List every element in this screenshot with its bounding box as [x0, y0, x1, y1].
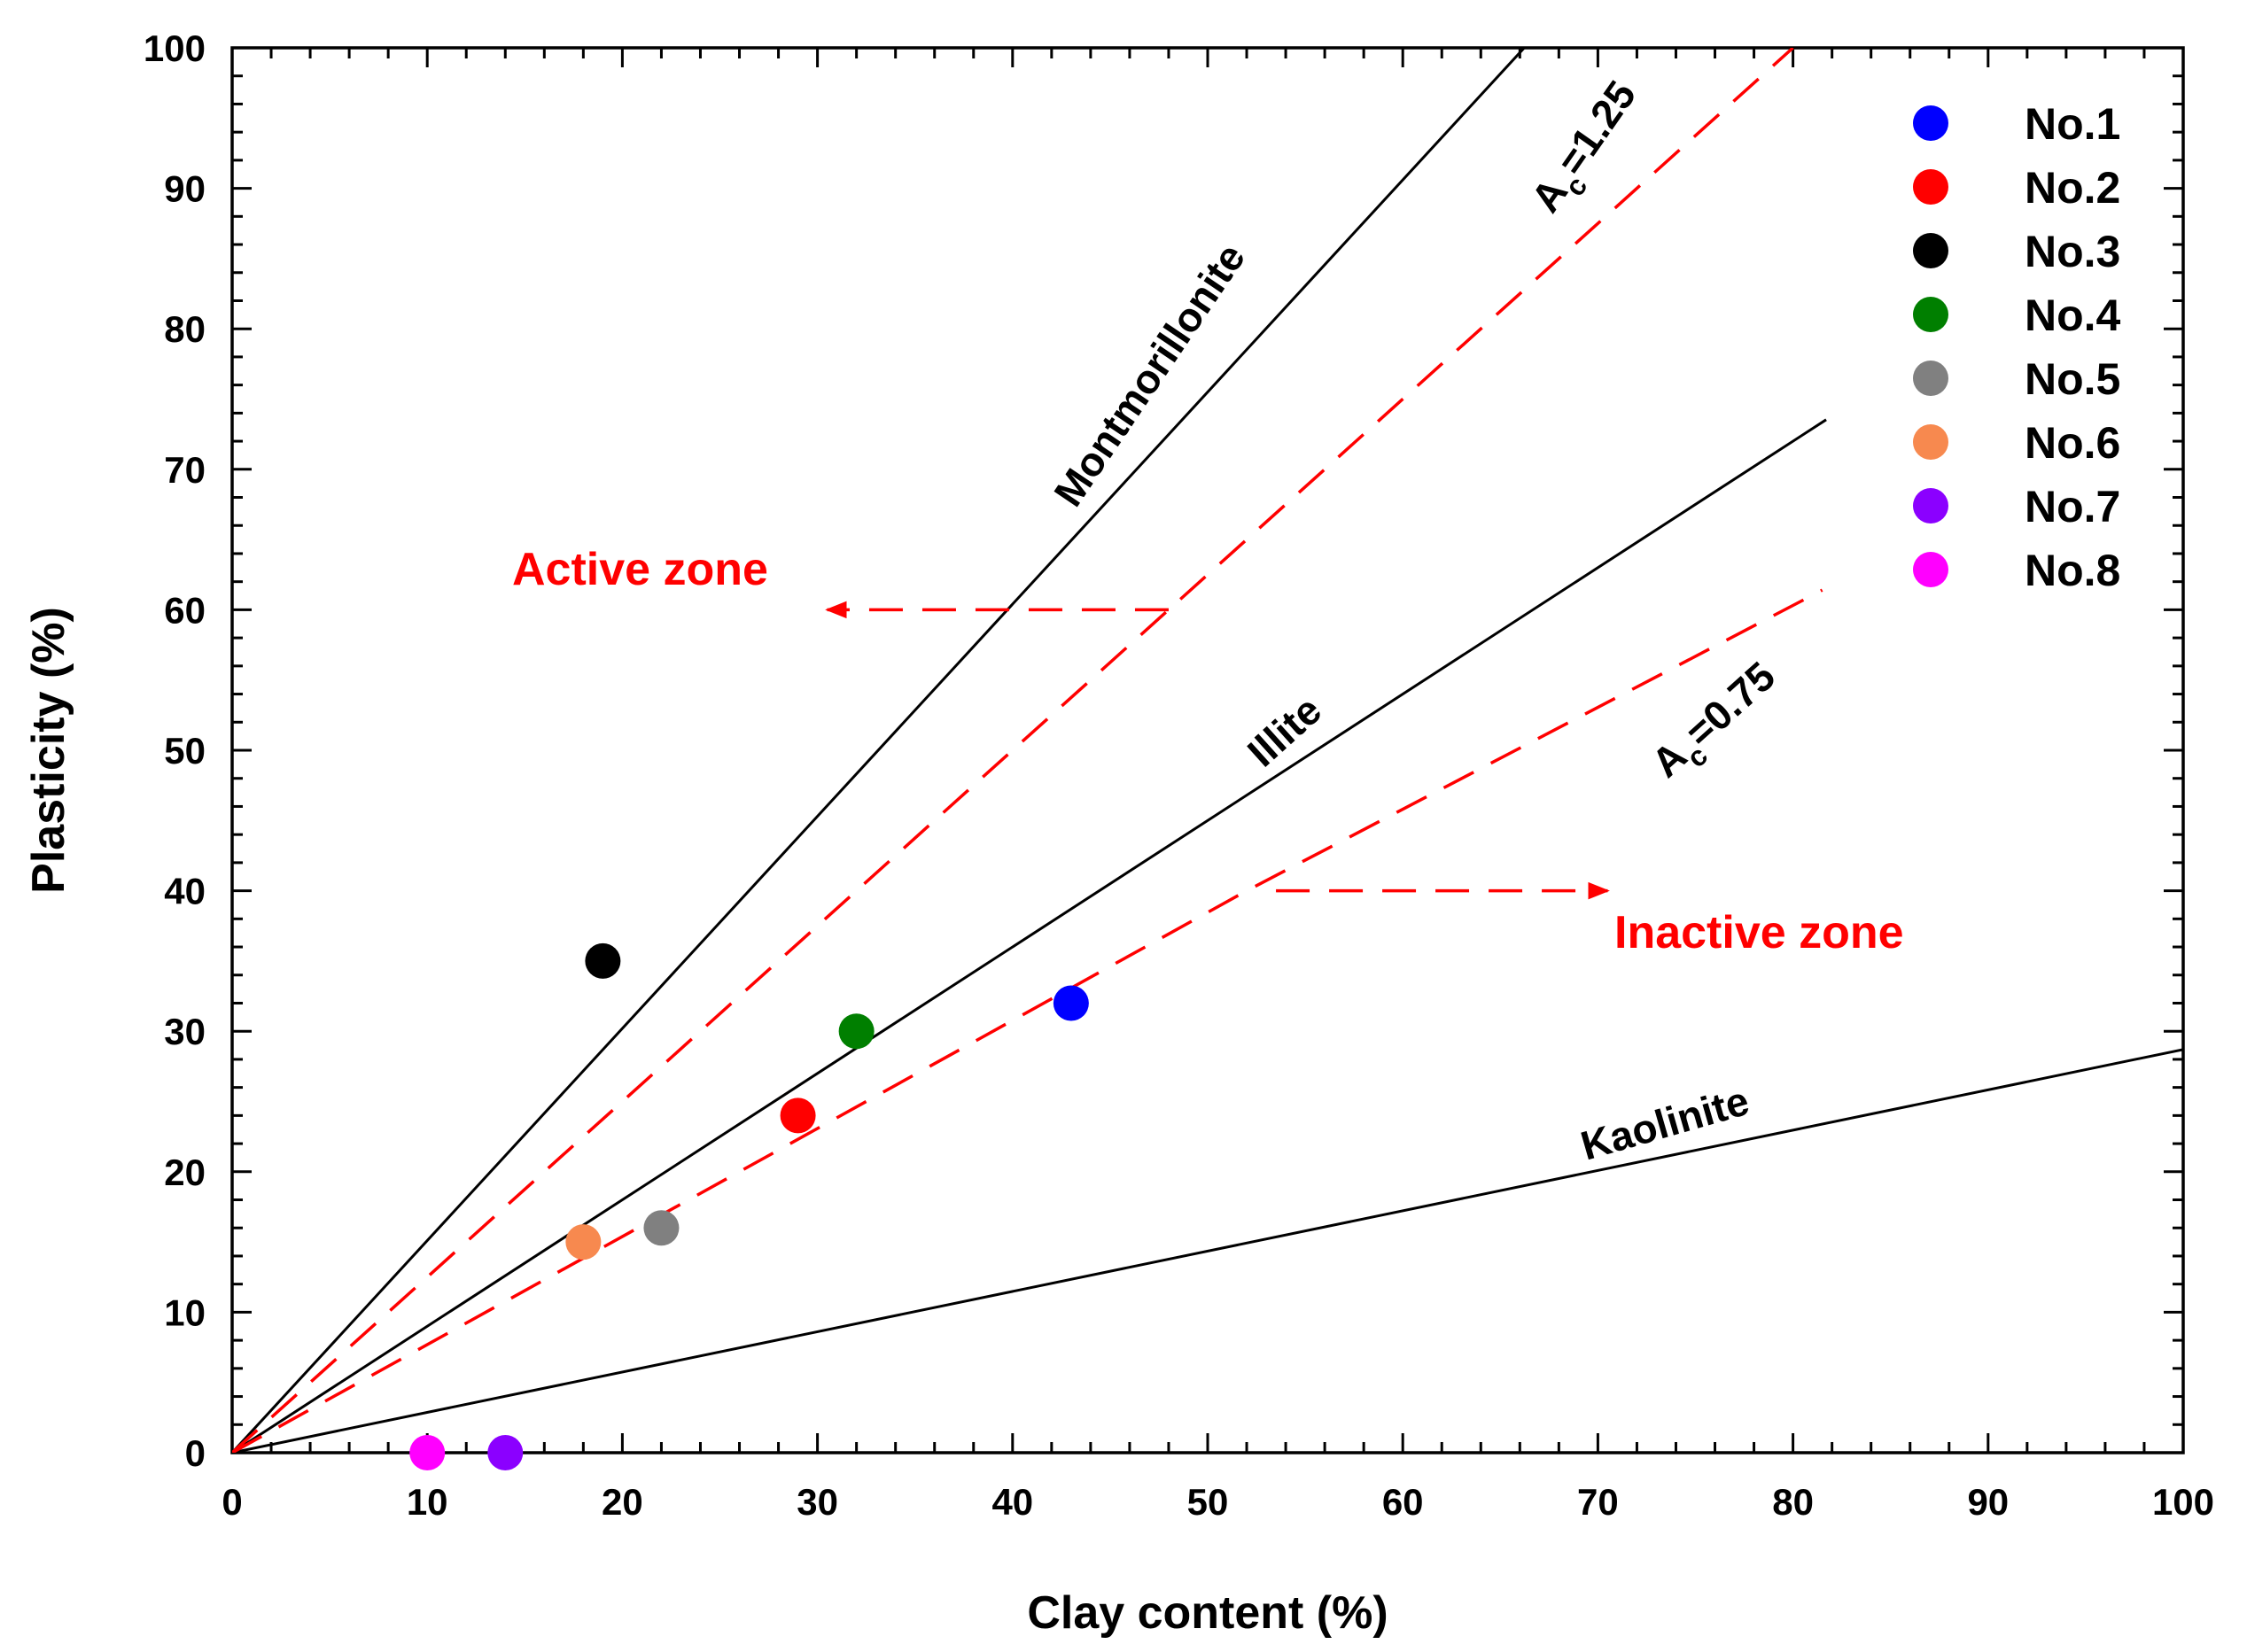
x-axis-title: Clay content (%): [1027, 1587, 1388, 1639]
legend-label: No.4: [2025, 291, 2121, 340]
y-tick-label: 90: [164, 168, 206, 210]
legend-label: No.1: [2025, 99, 2120, 149]
y-tick-label: 10: [164, 1291, 206, 1333]
kaolinite-label: Kaolinite: [1575, 1077, 1753, 1169]
data-point: [585, 942, 621, 979]
y-axis-title: Plasticity (%): [23, 607, 74, 894]
x-tick-label: 60: [1382, 1481, 1424, 1523]
x-tick-label: 100: [2152, 1481, 2214, 1523]
y-tick-label: 80: [164, 308, 206, 350]
data-point: [409, 1435, 446, 1470]
reference-line: [232, 418, 1827, 1453]
reference-line: [232, 48, 1525, 1453]
x-tick-label: 70: [1577, 1481, 1619, 1523]
y-tick-label: 70: [164, 449, 206, 491]
data-point: [487, 1435, 524, 1470]
activity-line: [232, 48, 1794, 1453]
legend-marker: [1913, 297, 1948, 332]
y-tick-label: 20: [164, 1152, 206, 1193]
x-tick-label: 40: [991, 1481, 1033, 1523]
zone-arrows: [825, 601, 1610, 900]
reference-lines: [232, 48, 2183, 1453]
legend-marker: [1913, 361, 1948, 396]
activity-lines: [232, 48, 1823, 1453]
data-point: [780, 1097, 816, 1134]
y-tick-label: 0: [185, 1432, 206, 1474]
reference-line: [232, 1048, 2183, 1453]
legend-label: No.7: [2025, 482, 2120, 531]
ac-0-75-label-rest: =0.75: [1676, 653, 1784, 756]
y-tick-label: 40: [164, 871, 206, 912]
legend-marker: [1913, 169, 1948, 205]
active-zone-label: Active zone: [512, 544, 768, 595]
legend-marker: [1913, 105, 1948, 141]
legend: No.1 No.2 No.3 No.4 No.5 No.6 No.7 No.8: [1913, 99, 2121, 595]
x-tick-label: 50: [1187, 1481, 1229, 1523]
data-point: [643, 1210, 680, 1246]
y-tick-labels: 0 10 20 30 40 50 60 70 80 90 100: [144, 27, 206, 1474]
legend-marker: [1913, 488, 1948, 524]
legend-marker: [1913, 233, 1948, 268]
legend-label: No.5: [2025, 354, 2120, 404]
data-point: [838, 1013, 875, 1050]
legend-label: No.8: [2025, 546, 2120, 595]
y-tick-label: 30: [164, 1011, 206, 1052]
ac-1-25-label-rest: =1.25: [1548, 73, 1644, 183]
data-points: [409, 942, 1089, 1470]
x-tick-labels: 0 10 20 30 40 50 60 70 80 90 100: [222, 1481, 2214, 1523]
x-tick-label: 90: [1967, 1481, 2009, 1523]
y-tick-label: 100: [144, 27, 206, 69]
axis-ticks: [230, 46, 2185, 1454]
activity-line: [232, 588, 1823, 1453]
data-point: [565, 1224, 602, 1260]
ac-0-75-label: Ac=0.75: [1643, 653, 1791, 794]
legend-label: No.6: [2025, 418, 2120, 468]
legend-marker: [1913, 552, 1948, 587]
y-tick-label: 50: [164, 730, 206, 772]
x-tick-label: 20: [602, 1481, 643, 1523]
x-tick-label: 30: [797, 1481, 838, 1523]
legend-label: No.2: [2025, 163, 2120, 213]
x-tick-label: 10: [407, 1481, 448, 1523]
y-tick-label: 60: [164, 589, 206, 631]
ac-0-75-label-main: A: [1643, 733, 1695, 787]
legend-label: No.3: [2025, 227, 2120, 276]
legend-marker: [1913, 424, 1948, 460]
data-point: [1053, 985, 1089, 1021]
ac-1-25-label: Ac=1.25: [1522, 73, 1653, 226]
inactive-zone-label: Inactive zone: [1614, 907, 1904, 958]
x-tick-label: 80: [1772, 1481, 1814, 1523]
illite-label: Illite: [1239, 686, 1330, 775]
x-tick-label: 0: [222, 1481, 242, 1523]
